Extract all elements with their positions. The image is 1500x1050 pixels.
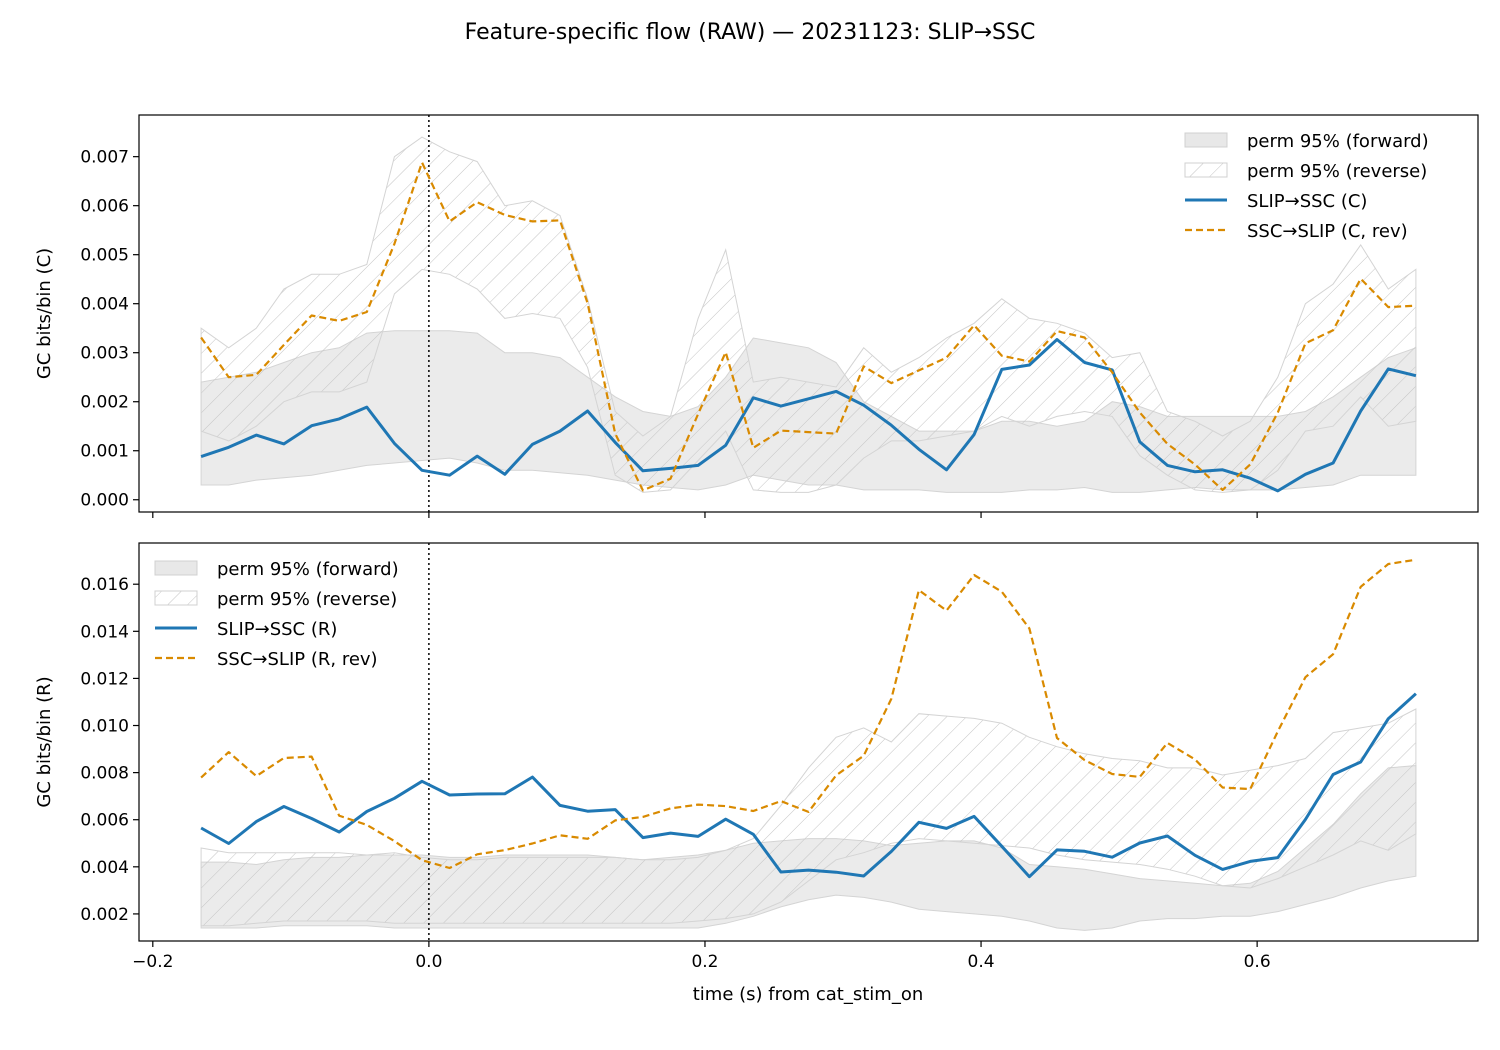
legend-label: perm 95% (forward) <box>217 559 399 580</box>
y-tick-label: 0.008 <box>80 764 129 784</box>
legend-swatch-forward-band <box>154 560 198 576</box>
y-tick-label: 0.005 <box>80 246 129 266</box>
y-tick-label: 0.001 <box>80 442 129 462</box>
x-axis-label: time (s) from cat_stim_on <box>693 984 924 1005</box>
plot-area <box>200 543 1417 941</box>
perm-band-reverse <box>200 708 1417 927</box>
legend-label: SSC→SLIP (C, rev) <box>1247 221 1408 242</box>
legend-label: perm 95% (reverse) <box>217 589 397 610</box>
axes-frame <box>138 542 1479 942</box>
x-tick-label: 0.6 <box>1244 952 1271 972</box>
series-line-forward <box>200 338 1417 493</box>
legend-swatch-reverse-band <box>154 590 198 606</box>
top-panel-c: 0.000 0.001 0.002 0.003 0.004 0.005 0.006 0.007… <box>34 114 1479 518</box>
y-tick-label: 0.002 <box>80 905 129 925</box>
y-tick-label: 0.014 <box>80 622 129 642</box>
y-tick-label: 0.006 <box>80 197 129 217</box>
y-tick-label: 0.004 <box>80 295 129 315</box>
y-tick-label: 0.003 <box>80 344 129 364</box>
y-tick-label: 0.006 <box>80 811 129 831</box>
series-line-forward <box>200 692 1417 879</box>
x-tick-label: −0.2 <box>132 952 173 972</box>
legend-label: SLIP→SSC (C) <box>1247 191 1367 212</box>
y-tick-label: 0.002 <box>80 393 129 413</box>
y-tick-label: 0.007 <box>80 148 129 168</box>
legend-label: perm 95% (forward) <box>1247 131 1429 152</box>
legend-swatch-forward-band <box>1184 132 1228 148</box>
y-tick-label: 0.016 <box>80 575 129 595</box>
y-tick-label: 0.010 <box>80 717 129 737</box>
legend: perm 95% (forward) perm 95% (reverse) SLIP… <box>154 559 399 670</box>
figure-title: Feature-specific flow (RAW) — 20231123: … <box>465 20 1036 45</box>
legend-label: SLIP→SSC (R) <box>217 619 337 640</box>
plot-area <box>200 115 1417 512</box>
y-axis-label: GC bits/bin (C) <box>34 248 55 379</box>
legend: perm 95% (forward) perm 95% (reverse) SLIP… <box>1184 131 1429 242</box>
legend-label: SSC→SLIP (R, rev) <box>217 649 378 670</box>
y-tick-label: 0.012 <box>80 669 129 689</box>
y-axis-label: GC bits/bin (R) <box>34 676 55 807</box>
series-line-reverse <box>200 161 1416 492</box>
y-tick-label: 0.004 <box>80 858 129 878</box>
legend-swatch-reverse-band <box>1184 162 1228 178</box>
series-line-reverse <box>200 558 1417 870</box>
y-tick-label: 0.000 <box>80 491 129 511</box>
bottom-panel-r: 0.002 0.004 0.006 0.008 0.010 0.012 0.014 0.016… <box>34 542 1479 972</box>
x-tick-label: 0.4 <box>968 952 995 972</box>
legend-label: perm 95% (reverse) <box>1247 161 1427 182</box>
axes-frame <box>138 114 1479 513</box>
perm-band-reverse <box>200 136 1417 493</box>
x-tick-label: 0.2 <box>691 952 718 972</box>
x-tick-label: 0.0 <box>415 952 442 972</box>
